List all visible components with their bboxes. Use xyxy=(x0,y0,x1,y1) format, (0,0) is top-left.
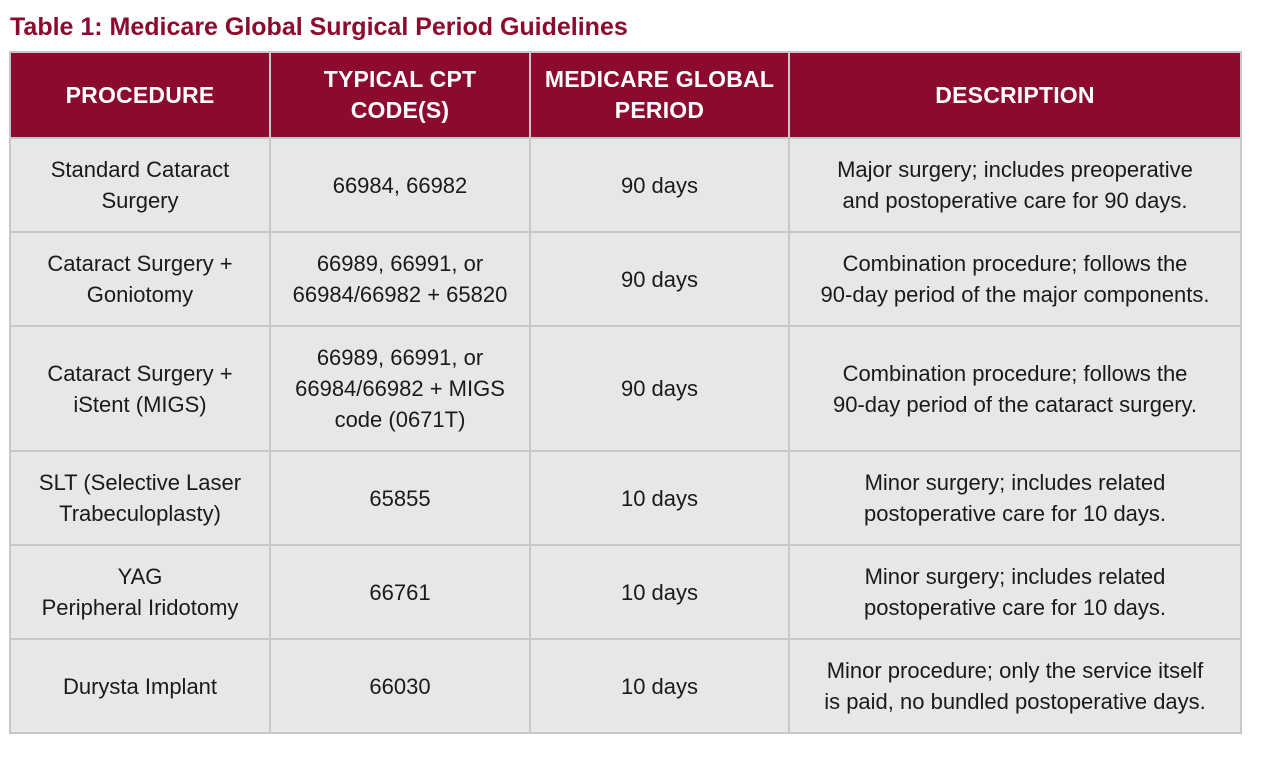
header-procedure: PROCEDURE xyxy=(9,51,271,139)
cell-procedure: Cataract Surgery + iStent (MIGS) xyxy=(9,325,271,452)
cell-procedure: Standard Cataract Surgery xyxy=(9,137,271,233)
cell-global-period: 10 days xyxy=(529,450,790,546)
cell-global-period: 90 days xyxy=(529,231,790,327)
cell-cpt-codes: 66761 xyxy=(269,544,531,640)
cell-cpt-codes: 65855 xyxy=(269,450,531,546)
cell-global-period: 10 days xyxy=(529,544,790,640)
guidelines-table: PROCEDURE TYPICAL CPT CODE(S) MEDICARE G… xyxy=(9,51,1242,734)
header-description: DESCRIPTION xyxy=(788,51,1242,139)
table-header-row: PROCEDURE TYPICAL CPT CODE(S) MEDICARE G… xyxy=(9,51,1242,139)
cell-description: Combination procedure; follows the 90-da… xyxy=(788,325,1242,452)
table-row: Cataract Surgery + Goniotomy 66989, 6699… xyxy=(9,231,1242,327)
header-global-period: MEDICARE GLOBAL PERIOD xyxy=(529,51,790,139)
cell-procedure: Durysta Implant xyxy=(9,638,271,734)
table-row: YAG Peripheral Iridotomy 66761 10 days M… xyxy=(9,544,1242,640)
cell-global-period: 90 days xyxy=(529,325,790,452)
table-row: Cataract Surgery + iStent (MIGS) 66989, … xyxy=(9,325,1242,452)
cell-procedure: SLT (Selective Laser Trabeculoplasty) xyxy=(9,450,271,546)
table-row: Standard Cataract Surgery 66984, 66982 9… xyxy=(9,137,1242,233)
table-title: Table 1: Medicare Global Surgical Period… xyxy=(10,13,628,41)
cell-procedure: Cataract Surgery + Goniotomy xyxy=(9,231,271,327)
cell-cpt-codes: 66989, 66991, or 66984/66982 + MIGS code… xyxy=(269,325,531,452)
cell-description: Minor procedure; only the service itself… xyxy=(788,638,1242,734)
cell-description: Minor surgery; includes related postoper… xyxy=(788,544,1242,640)
cell-description: Combination procedure; follows the 90-da… xyxy=(788,231,1242,327)
cell-cpt-codes: 66030 xyxy=(269,638,531,734)
table-row: SLT (Selective Laser Trabeculoplasty) 65… xyxy=(9,450,1242,546)
cell-description: Major surgery; includes preoperative and… xyxy=(788,137,1242,233)
cell-cpt-codes: 66989, 66991, or 66984/66982 + 65820 xyxy=(269,231,531,327)
header-cpt-codes: TYPICAL CPT CODE(S) xyxy=(269,51,531,139)
cell-global-period: 90 days xyxy=(529,137,790,233)
cell-cpt-codes: 66984, 66982 xyxy=(269,137,531,233)
table-row: Durysta Implant 66030 10 days Minor proc… xyxy=(9,638,1242,734)
cell-procedure: YAG Peripheral Iridotomy xyxy=(9,544,271,640)
cell-description: Minor surgery; includes related postoper… xyxy=(788,450,1242,546)
cell-global-period: 10 days xyxy=(529,638,790,734)
